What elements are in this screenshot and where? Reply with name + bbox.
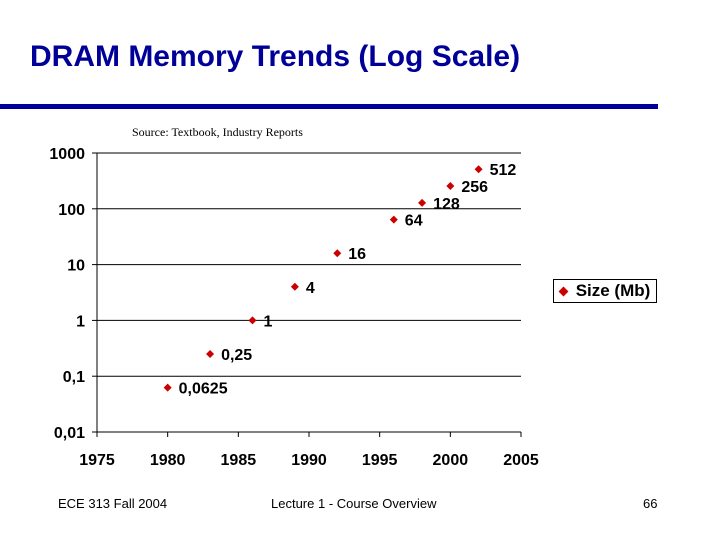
data-label: 0,25 — [221, 347, 252, 364]
y-tick-label: 1000 — [49, 146, 85, 163]
data-point — [333, 249, 342, 258]
data-point — [248, 316, 257, 325]
data-point — [389, 215, 398, 224]
y-tick-label: 1 — [76, 313, 85, 330]
page-number: 66 — [643, 496, 658, 511]
x-tick-label: 1990 — [291, 452, 327, 469]
data-label: 0,0625 — [179, 381, 228, 398]
source-note: Source: Textbook, Industry Reports — [132, 125, 303, 139]
data-label: 64 — [405, 213, 423, 230]
slide-title: DRAM Memory Trends (Log Scale) — [30, 40, 521, 73]
data-label: 256 — [461, 179, 488, 196]
footer-lecture: Lecture 1 - Course Overview — [271, 496, 437, 511]
legend-label: Size (Mb) — [575, 281, 651, 300]
x-tick-label: 1985 — [221, 452, 257, 469]
data-point — [290, 282, 299, 291]
data-label: 128 — [433, 196, 460, 213]
chart-legend: Size (Mb) — [553, 279, 657, 303]
data-label: 4 — [306, 280, 315, 297]
data-point — [418, 198, 427, 207]
x-tick-label: 1995 — [362, 452, 398, 469]
y-tick-label: 10 — [67, 258, 85, 275]
y-tick-label: 0,01 — [54, 425, 85, 442]
x-tick-label: 2005 — [503, 452, 539, 469]
x-tick-label: 1980 — [150, 452, 186, 469]
data-label: 512 — [490, 162, 517, 179]
footer-course: ECE 313 Fall 2004 — [58, 496, 168, 511]
data-point — [474, 165, 483, 174]
data-point — [163, 383, 172, 392]
data-point — [206, 349, 215, 358]
x-tick-label: 2000 — [433, 452, 469, 469]
y-tick-label: 100 — [58, 202, 85, 219]
title-underline — [0, 104, 658, 109]
legend-marker-icon — [558, 286, 569, 296]
data-label: 16 — [348, 246, 366, 263]
y-tick-label: 0,1 — [63, 369, 85, 386]
data-label: 1 — [263, 313, 272, 330]
x-tick-label: 1975 — [79, 452, 115, 469]
data-point — [446, 182, 455, 191]
